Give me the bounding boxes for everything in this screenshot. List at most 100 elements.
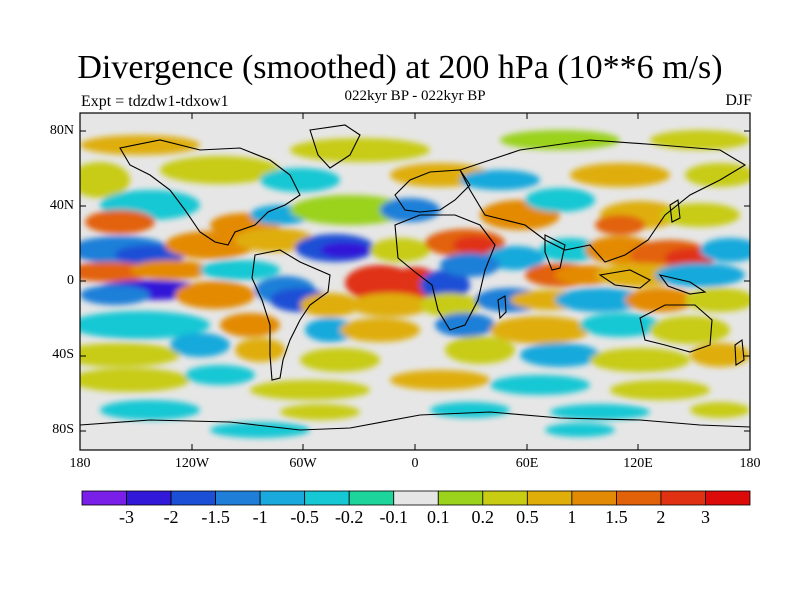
- divergence-contour: [690, 343, 750, 367]
- divergence-contour: [545, 423, 615, 437]
- colorbar-tick-label: 0.5: [516, 507, 539, 527]
- colorbar-tick-label: 1.5: [605, 507, 628, 527]
- colorbar-tick-label: -2: [163, 507, 179, 527]
- colorbar-tick-label: -1: [252, 507, 268, 527]
- divergence-contour: [80, 311, 210, 339]
- coastline: [309, 124, 361, 169]
- colorbar-tick-label: -3: [119, 507, 135, 527]
- colorbar-swatch: [348, 490, 395, 506]
- colorbar-tick-label: 1: [567, 507, 577, 527]
- divergence-contour: [520, 343, 600, 367]
- divergence-contour: [430, 402, 510, 418]
- coastline: [394, 214, 496, 331]
- divergence-contour: [655, 263, 745, 287]
- lon-label: 60E: [515, 456, 539, 471]
- divergence-contour: [80, 135, 200, 155]
- divergence-contour: [80, 343, 180, 367]
- divergence-contour: [595, 215, 645, 235]
- colorbar-swatch: [571, 490, 617, 506]
- divergence-contour: [300, 293, 360, 317]
- divergence-contour: [685, 288, 750, 312]
- divergence-contour: [440, 253, 500, 277]
- divergence-contour: [420, 270, 470, 300]
- divergence-contour: [690, 402, 750, 418]
- chart-title: Divergence (smoothed) at 200 hPa (10**6 …: [77, 49, 723, 86]
- lon-label: 180: [739, 456, 761, 471]
- experiment-label: Expt = tdzdw1-tdxow1: [81, 93, 229, 110]
- colorbar-swatch: [393, 490, 439, 506]
- divergence-contour: [220, 313, 280, 337]
- lat-label: 0: [67, 273, 74, 288]
- divergence-contour: [200, 260, 280, 280]
- season-label: DJF: [725, 92, 752, 109]
- colorbar-tick-label: 0.2: [471, 507, 495, 527]
- divergence-contour: [445, 336, 515, 364]
- divergence-contour: [185, 365, 255, 385]
- divergence-contour: [540, 238, 600, 262]
- divergence-contour: [580, 313, 660, 337]
- period-subtitle: 022kyr BP - 022kyr BP: [344, 88, 486, 104]
- divergence-contour: [490, 375, 590, 395]
- colorbar-tick-label: 0.1: [427, 507, 450, 527]
- coastline: [251, 249, 331, 381]
- colorbar-tick-label: 3: [700, 507, 710, 527]
- divergence-contour: [340, 318, 420, 342]
- divergence-contour: [453, 236, 497, 254]
- divergence-contour: [170, 333, 230, 357]
- coastline: [639, 304, 713, 353]
- divergence-contour: [250, 380, 370, 400]
- divergence-contour: [555, 288, 645, 312]
- coastline: [734, 339, 745, 366]
- divergence-contour: [320, 242, 370, 258]
- divergence-contour: [380, 198, 440, 222]
- divergence-contour: [210, 422, 310, 438]
- colorbar-swatch: [126, 490, 172, 506]
- colorbar-swatch: [259, 490, 306, 506]
- divergence-contour: [525, 188, 595, 212]
- divergence-contour: [80, 162, 130, 198]
- divergence-contour: [80, 285, 150, 305]
- colorbar-swatch: [437, 490, 484, 506]
- colorbar-tick-label: -0.2: [334, 507, 364, 527]
- lat-label: 80N: [49, 123, 74, 138]
- divergence-contour: [115, 245, 185, 265]
- colorbar-swatch: [482, 490, 528, 506]
- colorbar-swatch: [705, 490, 751, 506]
- colorbar-swatch: [215, 490, 261, 506]
- axis-ticks: [79, 113, 751, 450]
- lat-label: 40N: [49, 198, 74, 213]
- divergence-contour: [625, 288, 695, 312]
- divergence-contour: [570, 163, 670, 187]
- divergence-contour: [650, 130, 750, 150]
- divergence-contour: [490, 316, 590, 344]
- divergence-contour: [290, 195, 410, 225]
- divergence-contour: [350, 293, 430, 317]
- divergence-contour: [500, 130, 620, 150]
- divergence-contour: [550, 404, 650, 420]
- colorbar-tick-label: -0.1: [379, 507, 408, 527]
- divergence-contour: [685, 163, 750, 187]
- lon-label: 0: [411, 456, 419, 471]
- divergence-contour: [485, 246, 545, 270]
- divergence-contour: [610, 380, 710, 400]
- divergence-contour: [660, 203, 740, 227]
- coastline: [119, 139, 301, 246]
- lon-label: 120E: [623, 456, 653, 471]
- divergence-contour: [260, 168, 340, 192]
- divergence-contour: [235, 338, 285, 362]
- lat-label: 40S: [52, 347, 74, 362]
- lon-label: 60W: [289, 456, 317, 471]
- colorbar-swatch: [304, 490, 350, 506]
- coastline: [459, 139, 747, 263]
- colorbar-tick-label: -1.5: [201, 507, 230, 527]
- divergence-contour: [100, 400, 200, 420]
- divergence-contour: [370, 238, 430, 262]
- divergence-field: [80, 113, 750, 450]
- divergence-contour: [165, 231, 255, 259]
- divergence-contour: [80, 368, 190, 392]
- colorbar-swatch: [81, 490, 127, 506]
- coastline: [497, 295, 507, 320]
- divergence-contour: [305, 318, 355, 342]
- divergence-contour: [235, 228, 315, 252]
